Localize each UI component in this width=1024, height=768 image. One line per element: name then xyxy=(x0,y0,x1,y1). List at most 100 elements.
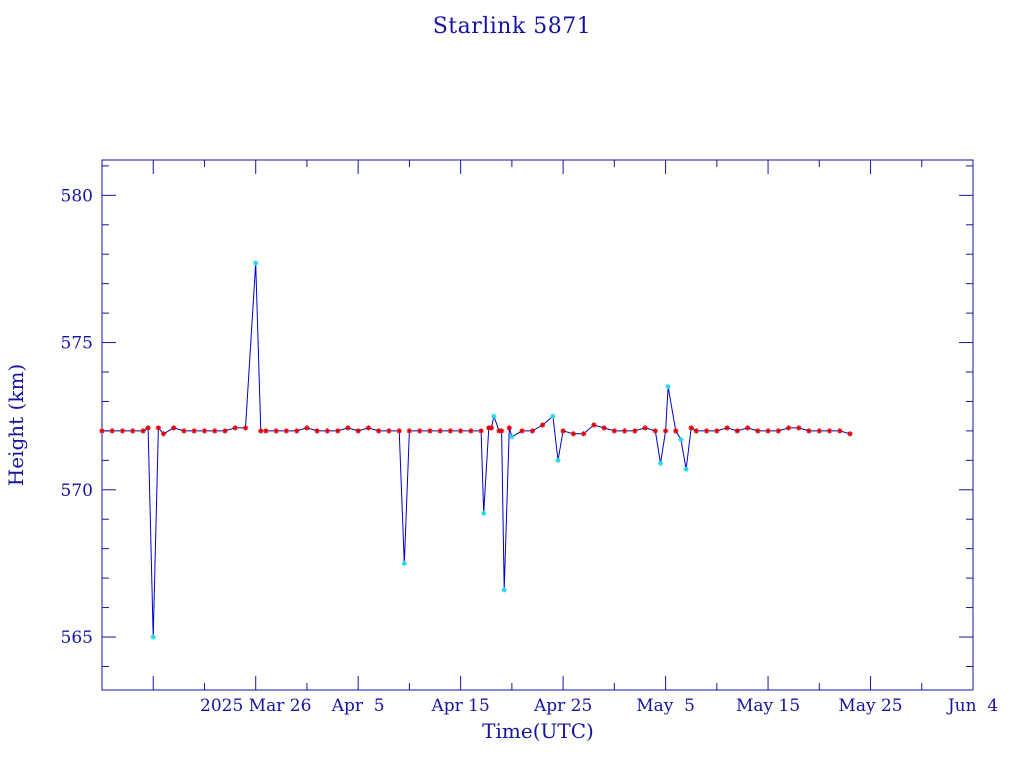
data-point xyxy=(140,428,146,434)
chart-title: Starlink 5871 xyxy=(432,14,592,39)
x-tick-label: 2025 Mar 26 xyxy=(200,696,311,716)
y-tick-label: 580 xyxy=(61,186,93,206)
data-point-stroke xyxy=(622,428,627,434)
data-point-stroke xyxy=(827,428,832,434)
data-point xyxy=(488,425,494,431)
data-point-stroke xyxy=(550,413,556,419)
data-point xyxy=(632,428,638,434)
data-point xyxy=(665,384,671,390)
data-point xyxy=(621,428,628,434)
data-point xyxy=(678,437,684,443)
data-point-stroke xyxy=(120,428,125,434)
data-point-stroke xyxy=(688,425,694,431)
data-point-stroke xyxy=(468,428,474,434)
data-point-stroke xyxy=(678,437,684,442)
data-point-stroke xyxy=(171,425,176,431)
data-point-stroke xyxy=(130,428,135,434)
data-point-stroke xyxy=(642,425,648,431)
data-point-stroke xyxy=(489,425,494,431)
data-point xyxy=(826,428,833,434)
data-point xyxy=(335,428,341,434)
data-point xyxy=(160,431,167,437)
data-point xyxy=(458,428,464,434)
data-point-stroke xyxy=(735,428,740,434)
data-point xyxy=(258,428,264,434)
data-point-stroke xyxy=(181,428,187,434)
data-point-stroke xyxy=(191,428,197,434)
data-point xyxy=(150,634,156,640)
data-point xyxy=(714,428,720,434)
data-point-stroke xyxy=(258,428,264,434)
data-point-stroke xyxy=(335,428,340,434)
data-point-stroke xyxy=(765,428,771,434)
data-point-stroke xyxy=(837,428,843,434)
data-point xyxy=(283,428,289,434)
data-point xyxy=(611,428,618,434)
data-point xyxy=(652,428,658,434)
data-point-stroke xyxy=(653,428,658,434)
data-point xyxy=(273,428,279,434)
data-point-stroke xyxy=(156,425,161,431)
data-point-stroke xyxy=(663,428,668,434)
data-point xyxy=(837,428,843,434)
data-point xyxy=(191,428,197,434)
data-point-stroke xyxy=(581,431,586,437)
data-point xyxy=(765,428,771,434)
data-point-stroke xyxy=(509,434,515,440)
data-point xyxy=(119,428,126,434)
data-point-stroke xyxy=(724,425,730,431)
data-point xyxy=(386,428,392,434)
data-point-stroke xyxy=(140,428,146,434)
series-marker-layer xyxy=(99,260,853,640)
data-point-stroke xyxy=(817,428,822,434)
data-point xyxy=(591,422,597,428)
data-point xyxy=(232,425,238,431)
data-point-stroke xyxy=(714,428,720,434)
data-point-stroke xyxy=(632,428,638,434)
data-point-stroke xyxy=(481,511,486,516)
data-point xyxy=(688,425,694,431)
data-point-stroke xyxy=(263,428,269,434)
data-point xyxy=(785,425,792,431)
data-point xyxy=(580,431,587,437)
data-point xyxy=(145,425,151,431)
data-point xyxy=(222,428,228,434)
data-point xyxy=(314,428,320,434)
series-line-layer xyxy=(102,263,851,638)
data-point-stroke xyxy=(601,425,607,431)
data-point xyxy=(673,428,679,434)
data-point xyxy=(109,428,115,434)
data-point-stroke xyxy=(345,425,351,431)
data-point-stroke xyxy=(366,425,371,431)
data-point xyxy=(642,425,648,431)
data-point xyxy=(242,425,249,431)
data-point xyxy=(481,510,487,516)
data-point-stroke xyxy=(222,428,228,434)
data-point-stroke xyxy=(402,561,407,566)
y-tick-label: 565 xyxy=(61,628,93,648)
data-point xyxy=(355,428,361,434)
data-point-stroke xyxy=(571,431,576,437)
data-point-stroke xyxy=(325,428,330,434)
data-point xyxy=(693,428,699,434)
data-point-stroke xyxy=(694,428,699,434)
data-point-stroke xyxy=(448,428,453,434)
data-point-stroke xyxy=(501,587,507,593)
data-point xyxy=(539,422,546,428)
y-tick-label: 570 xyxy=(61,481,93,501)
data-point xyxy=(99,428,105,434)
data-point-stroke xyxy=(150,634,156,640)
data-point-stroke xyxy=(458,428,463,434)
data-point xyxy=(816,428,822,434)
data-point-stroke xyxy=(284,428,289,434)
data-point-stroke xyxy=(232,425,238,431)
data-point-stroke xyxy=(591,422,597,428)
data-point-stroke xyxy=(519,428,525,434)
data-point-stroke xyxy=(407,428,412,434)
data-point xyxy=(724,425,730,431)
data-point-stroke xyxy=(745,425,750,431)
data-point xyxy=(744,425,751,431)
y-tick-label: 575 xyxy=(61,334,93,354)
data-point xyxy=(550,413,556,419)
